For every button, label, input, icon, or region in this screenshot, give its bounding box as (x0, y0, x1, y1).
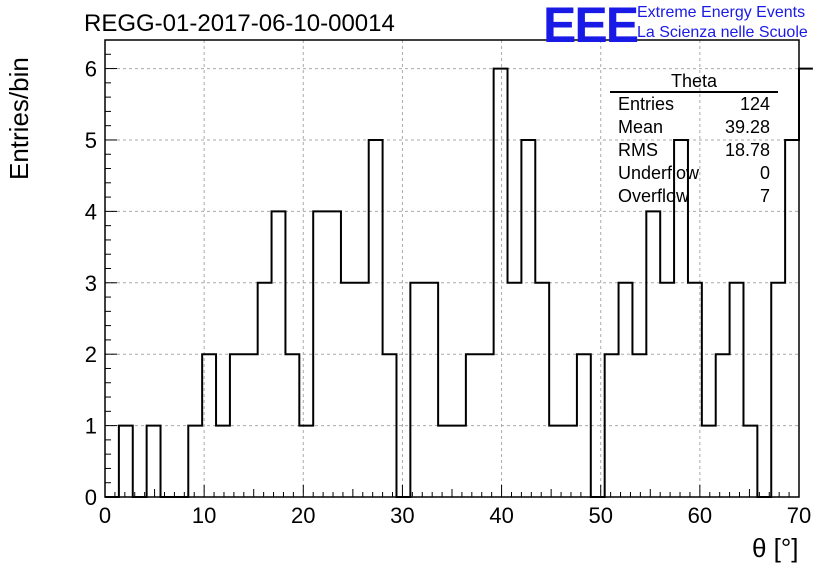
histogram-bin (743, 426, 757, 497)
histogram-bin (563, 426, 577, 497)
histogram-outline (105, 67, 813, 498)
x-tick-label: 10 (192, 503, 216, 528)
stats-title: Theta (610, 71, 778, 93)
histogram-bin (660, 283, 674, 497)
histogram-bin (341, 283, 355, 497)
stats-value: 39.28 (724, 117, 770, 137)
histogram-bin (521, 140, 535, 497)
x-tick-label: 40 (489, 503, 513, 528)
y-tick-label: 4 (85, 199, 97, 224)
stats-value: 7 (759, 186, 770, 206)
x-axis-label: θ [°] (752, 533, 799, 563)
stats-label: RMS (618, 140, 658, 160)
y-tick-label: 1 (85, 414, 97, 439)
stats-box: Theta Entries 124 Mean 39.28 RMS 18.78 U… (610, 71, 778, 208)
x-tick-label: 0 (99, 503, 111, 528)
histogram-bin (619, 283, 633, 497)
x-tick-label: 30 (390, 503, 414, 528)
histogram-bins (105, 67, 813, 498)
stats-row-overflow: Overflow 7 (610, 185, 778, 208)
x-tick-label: 50 (588, 503, 612, 528)
histogram-bin (188, 426, 202, 497)
y-tick-label: 2 (85, 342, 97, 367)
stats-label: Underflow (618, 163, 700, 183)
histogram-bin (369, 140, 383, 497)
logo-line-1: Extreme Energy Events (637, 4, 806, 21)
histogram-bin (216, 426, 230, 497)
histogram-bin (535, 283, 549, 497)
stats-value: 124 (739, 94, 770, 114)
y-tick-label: 6 (85, 57, 97, 82)
stats-label: Overflow (618, 186, 690, 206)
histogram-bin (549, 426, 563, 497)
stats-row-rms: RMS 18.78 (610, 139, 778, 162)
y-tick-label: 3 (85, 271, 97, 296)
histogram-bin (702, 426, 716, 497)
y-axis-label: Entries/bin (4, 57, 34, 180)
logo-line-2: La Scienza nelle Scuole (637, 24, 808, 41)
histogram-bin (147, 426, 161, 497)
x-tick-label: 60 (688, 503, 712, 528)
histogram-bin (258, 283, 272, 497)
histogram-bin (410, 283, 424, 497)
histogram-bin (771, 283, 785, 497)
histogram-bin (299, 426, 313, 497)
y-tick-label: 0 (85, 485, 97, 510)
stats-row-entries: Entries 124 (610, 93, 778, 116)
histogram-bin (785, 140, 799, 497)
x-axis: 0 10 20 30 40 50 60 70 (99, 485, 811, 528)
chart-title: REGG-01-2017-06-10-00014 (84, 10, 395, 37)
histogram-bin (730, 283, 744, 497)
histogram-bin (119, 426, 133, 497)
stats-value: 18.78 (724, 140, 770, 160)
stats-label: Entries (618, 94, 675, 114)
histogram-bin (508, 283, 522, 497)
stats-row-underflow: Underflow 0 (610, 162, 778, 185)
histogram-bin (424, 283, 438, 497)
x-tick-label: 20 (291, 503, 315, 528)
histogram-bin (452, 426, 466, 497)
histogram-bin (799, 69, 813, 497)
y-axis: 0 1 2 3 4 5 6 (85, 39, 117, 510)
stats-row-mean: Mean 39.28 (610, 116, 778, 139)
y-tick-label: 5 (85, 128, 97, 153)
x-tick-label: 70 (787, 503, 811, 528)
stats-value: 0 (759, 163, 770, 183)
stats-label: Mean (618, 117, 664, 137)
eee-logo: EEE (543, 0, 639, 53)
histogram-bin (438, 426, 452, 497)
histogram-bin (355, 283, 369, 497)
